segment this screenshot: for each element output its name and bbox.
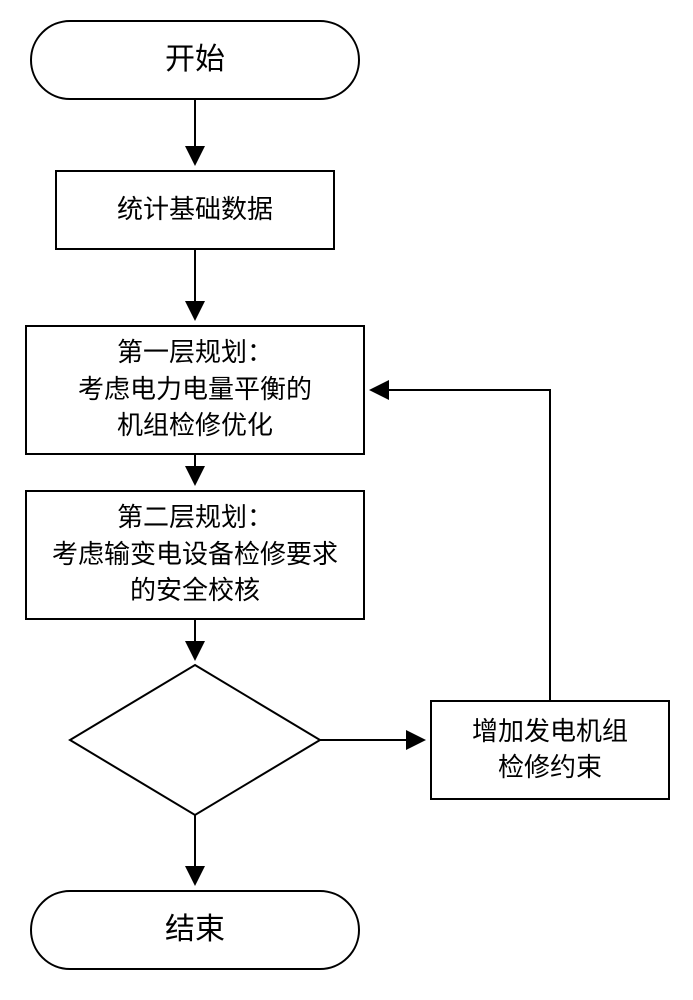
add-constraint-label: 增加发电机组 检修约束: [472, 714, 628, 787]
layer1-label: 第一层规划： 考虑电力电量平衡的 机组检修优化: [78, 335, 312, 444]
layer1-node: 第一层规划： 考虑电力电量平衡的 机组检修优化: [25, 325, 365, 455]
decision-label: 安全校核 是否通过: [95, 705, 295, 775]
stats-node: 统计基础数据: [55, 170, 335, 250]
start-label: 开始: [165, 39, 225, 81]
decision-node: [70, 665, 320, 815]
stats-label: 统计基础数据: [117, 192, 273, 228]
end-label: 结束: [165, 909, 225, 951]
add-constraint-node: 增加发电机组 检修约束: [430, 700, 670, 800]
edge-addcon-layer1: [387, 390, 550, 700]
start-node: 开始: [30, 20, 360, 100]
end-node: 结束: [30, 890, 360, 970]
layer2-node: 第二层规划： 考虑输变电设备检修要求 的安全校核: [25, 490, 365, 620]
layer2-label: 第二层规划： 考虑输变电设备检修要求 的安全校核: [52, 500, 338, 609]
